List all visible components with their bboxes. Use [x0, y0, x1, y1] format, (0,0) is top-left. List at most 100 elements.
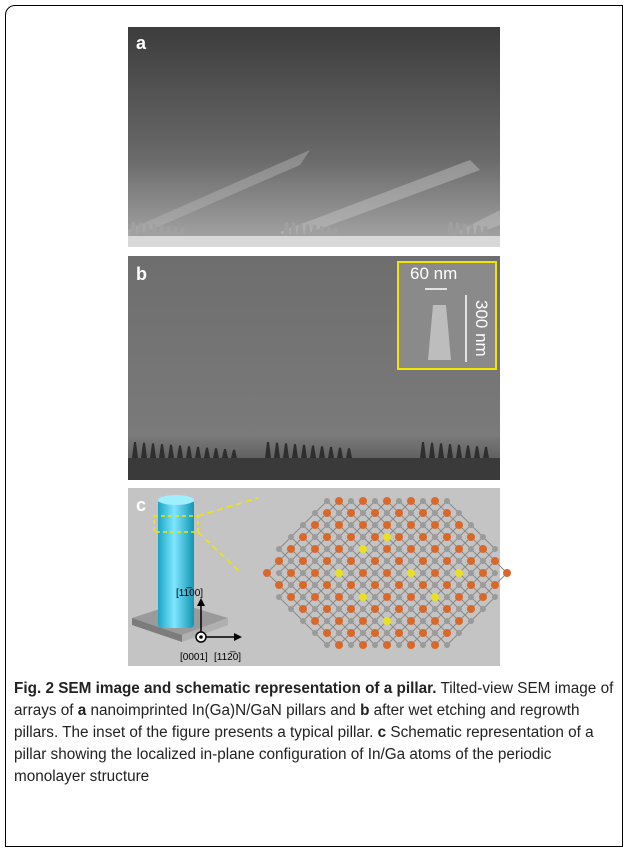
atom — [347, 581, 355, 589]
atom — [467, 557, 475, 565]
atom — [263, 569, 271, 577]
atom — [360, 606, 366, 612]
atom — [276, 594, 282, 600]
inset-width-label: 60 nm — [410, 264, 457, 283]
atom — [324, 618, 330, 624]
atom — [347, 509, 355, 517]
atom — [347, 629, 355, 637]
atom — [408, 606, 414, 612]
atom — [408, 630, 414, 636]
atom — [336, 582, 342, 588]
atom — [336, 534, 342, 540]
atom — [491, 581, 499, 589]
atom — [359, 545, 367, 553]
atom — [336, 630, 342, 636]
atom — [360, 630, 366, 636]
atom — [443, 581, 451, 589]
panel-c: [11̅00] [0001] [112̅0] c — [128, 488, 511, 666]
atom — [455, 617, 463, 625]
atom — [384, 630, 390, 636]
atom — [407, 545, 415, 553]
axis-label: [0001] — [180, 652, 208, 663]
atom — [384, 558, 390, 564]
atom — [300, 618, 306, 624]
atom — [372, 498, 378, 504]
atom — [396, 498, 402, 504]
atom — [479, 545, 487, 553]
atom — [444, 594, 450, 600]
atom — [467, 605, 475, 613]
atom — [287, 593, 295, 601]
atom — [276, 570, 282, 576]
atom — [335, 641, 343, 649]
figure: a 60 nm 300 nm b [11̅00] [0001] [112̅0] … — [0, 0, 629, 672]
atom — [299, 581, 307, 589]
atom — [299, 557, 307, 565]
atom — [371, 581, 379, 589]
atom — [335, 545, 343, 553]
atom — [456, 510, 462, 516]
atom — [408, 510, 414, 516]
atom — [492, 594, 498, 600]
atom — [347, 557, 355, 565]
atom — [395, 629, 403, 637]
atom — [360, 582, 366, 588]
atom — [335, 593, 343, 601]
atom — [419, 629, 427, 637]
atom — [408, 582, 414, 588]
axis-label: [11̅00] — [176, 587, 203, 599]
atom — [420, 618, 426, 624]
atom — [335, 497, 343, 505]
atom — [396, 546, 402, 552]
atom — [431, 545, 439, 553]
atom — [323, 605, 331, 613]
atom — [360, 558, 366, 564]
atom — [371, 605, 379, 613]
atom — [360, 534, 366, 540]
atom — [419, 557, 427, 565]
caption-ref: c — [378, 724, 387, 741]
atom — [371, 629, 379, 637]
atom — [480, 534, 486, 540]
atom — [444, 570, 450, 576]
atom — [300, 546, 306, 552]
atom — [359, 641, 367, 649]
atom — [288, 606, 294, 612]
atom — [443, 629, 451, 637]
atom — [312, 510, 318, 516]
atom — [420, 642, 426, 648]
axis-label: [112̅0] — [214, 651, 241, 663]
pillar-top — [158, 495, 194, 505]
atom — [372, 594, 378, 600]
atom — [383, 545, 391, 553]
atom — [455, 593, 463, 601]
atom — [311, 617, 319, 625]
atom — [467, 533, 475, 541]
atom — [456, 534, 462, 540]
atom — [432, 558, 438, 564]
atom — [372, 522, 378, 528]
atom — [431, 641, 439, 649]
atom — [275, 557, 283, 565]
atom — [467, 581, 475, 589]
atom — [407, 569, 415, 577]
atom — [431, 521, 439, 529]
atom — [359, 521, 367, 529]
atom — [444, 522, 450, 528]
atom — [443, 509, 451, 517]
atom — [383, 593, 391, 601]
panel-a: a — [128, 27, 500, 247]
atom — [468, 618, 474, 624]
atom — [383, 617, 391, 625]
atom — [359, 569, 367, 577]
atom — [311, 593, 319, 601]
atom — [431, 617, 439, 625]
atom — [336, 510, 342, 516]
atom — [299, 533, 307, 541]
atom — [455, 521, 463, 529]
atom — [300, 594, 306, 600]
atom — [431, 593, 439, 601]
panel-label: c — [136, 495, 146, 515]
atom — [384, 606, 390, 612]
atom — [324, 546, 330, 552]
